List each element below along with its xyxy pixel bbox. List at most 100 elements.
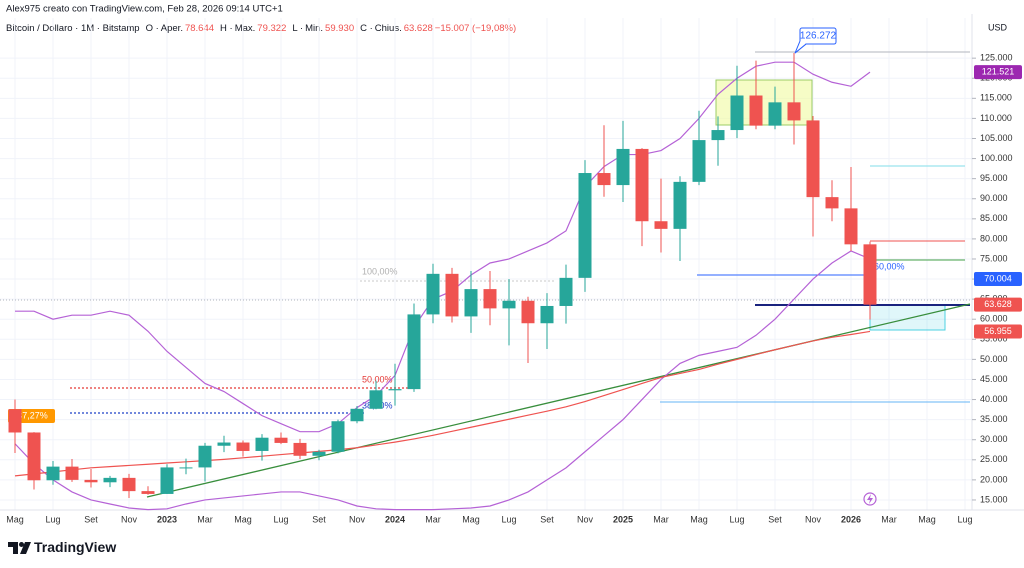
x-tick-label: Mag [918, 514, 936, 524]
trend-line [146, 303, 971, 498]
x-tick-label: Set [768, 514, 782, 524]
y-tick-label: 95.000 [980, 173, 1008, 183]
y-tick-label: 80.000 [980, 233, 1008, 243]
candle-body [65, 466, 79, 480]
y-tick-label: 85.000 [980, 213, 1008, 223]
candle-body [293, 442, 307, 456]
x-tick-label: Mar [425, 514, 441, 524]
candle-body [350, 408, 364, 422]
candle-body [559, 277, 573, 306]
y-tick-label: 100.000 [980, 153, 1013, 163]
x-tick-label: Mag [462, 514, 480, 524]
candle-body [730, 95, 744, 131]
logo-mark [20, 542, 31, 554]
candle-body [464, 289, 478, 317]
x-tick-label: Lug [45, 514, 60, 524]
overlay-line [14, 330, 871, 477]
y-tick-label: 115.000 [980, 93, 1012, 103]
y-tick-label: 40.000 [980, 394, 1008, 404]
y-tick-label: 30.000 [980, 434, 1008, 444]
x-tick-label: Lug [729, 514, 744, 524]
y-tick-label: 105.000 [980, 133, 1013, 143]
legend-item: Bitcoin / Dollaro · 1M · Bitstamp [6, 23, 140, 34]
price-tag [974, 324, 1022, 339]
x-tick-label: 2026 [841, 514, 861, 524]
price-callout-pointer [794, 40, 807, 54]
price-callout-label: 126.272 [800, 31, 837, 42]
price-tag [974, 65, 1022, 80]
x-tick-label: 2023 [157, 514, 177, 524]
logo-mark [8, 542, 18, 554]
candle-body [711, 130, 725, 141]
x-tick-label: Mag [6, 514, 24, 524]
annotation: 100,00% [362, 266, 398, 276]
legend-item: H · [220, 23, 233, 34]
candle-body [122, 477, 136, 492]
x-tick-label: Nov [349, 514, 366, 524]
x-tick-label: Nov [577, 514, 594, 524]
candle-body [749, 95, 763, 126]
y-tick-label: 55.000 [980, 334, 1008, 344]
y-tick-label: 45.000 [980, 374, 1008, 384]
candle-body [692, 140, 706, 182]
candle-body [635, 148, 649, 222]
candle-body [369, 390, 383, 409]
legend-item: 63.628 [404, 23, 433, 34]
overlay-line [14, 250, 871, 511]
candle-body [84, 479, 98, 483]
y-tick-label: 110.000 [980, 113, 1012, 123]
y-tick-label: 25.000 [980, 454, 1008, 464]
candle-body [46, 466, 60, 481]
annotation: -37,27% [14, 410, 48, 420]
candle-body [654, 221, 668, 229]
legend-item: −15.007 (−19,08%) [435, 23, 516, 34]
overlay-line [15, 61, 871, 433]
candle-body [616, 148, 630, 186]
x-tick-label: Mar [197, 514, 213, 524]
candle-body [844, 208, 858, 245]
candle-body [388, 389, 402, 391]
x-tick-label: Set [84, 514, 98, 524]
candle-body [198, 445, 212, 468]
candle-body [806, 120, 820, 198]
x-tick-label: Mar [881, 514, 897, 524]
candle-body [597, 173, 611, 186]
legend-item: Min. [305, 23, 323, 34]
candle-body [141, 491, 155, 494]
price-tag-label: 56.955 [984, 326, 1012, 336]
price-tag [974, 272, 1022, 287]
y-tick-label: 35.000 [980, 414, 1008, 424]
candle-body [578, 173, 592, 278]
legend-item: L · [292, 23, 303, 34]
x-tick-label: Mar [653, 514, 669, 524]
candle-body [825, 197, 839, 209]
x-tick-label: Lug [273, 514, 288, 524]
candle-body [255, 437, 269, 451]
candle-body [8, 409, 22, 433]
candle-body [236, 442, 250, 451]
annotation: 50,00% [362, 374, 393, 384]
unit-label: USD [988, 22, 1008, 32]
event-icon [863, 492, 877, 506]
price-tag [974, 297, 1022, 312]
candle-body [483, 289, 497, 309]
y-tick-label: 125.000 [980, 53, 1013, 63]
annotation: 60,00% [874, 261, 905, 271]
candle-body [426, 273, 440, 315]
y-tick-label: 20.000 [980, 474, 1008, 484]
candle-body [274, 437, 288, 443]
x-tick-label: 2025 [613, 514, 633, 524]
x-tick-label: Lug [501, 514, 516, 524]
candle-body [502, 300, 516, 309]
candle-body [673, 181, 687, 229]
x-tick-label: 2024 [385, 514, 405, 524]
legend-item: Max. [235, 23, 256, 34]
price-tag-label: 121.521 [982, 67, 1015, 77]
legend-item: 59.930 [325, 23, 354, 34]
candle-body [407, 314, 421, 390]
y-tick-label: 75.000 [980, 253, 1008, 263]
x-tick-label: Set [312, 514, 326, 524]
legend-item: Aper. [161, 23, 183, 34]
logo-mark [19, 542, 24, 547]
